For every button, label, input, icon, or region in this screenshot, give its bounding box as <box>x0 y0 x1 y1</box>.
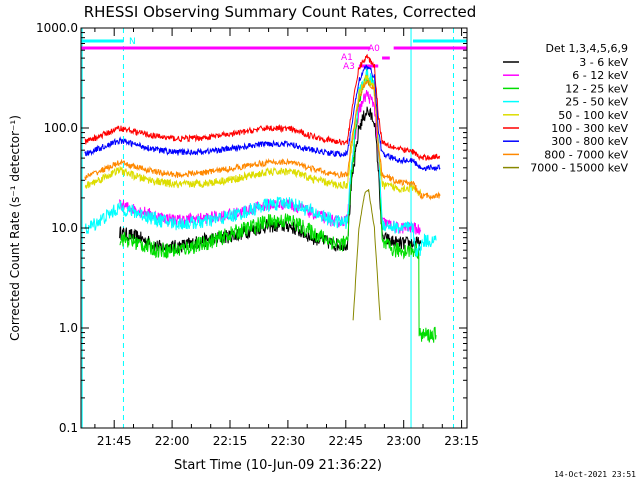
legend-entry: 50 - 100 keV <box>558 109 628 122</box>
attenuator-label-a0: A0 <box>368 44 380 54</box>
legend-entry: 6 - 12 keV <box>572 69 628 82</box>
legend-title: Det 1,3,4,5,6,9 <box>545 42 628 55</box>
attenuator-label-a3: A3 <box>343 62 355 72</box>
y-tick-label: 1.0 <box>59 321 78 335</box>
legend-entry: 7000 - 15000 keV <box>530 162 628 175</box>
legend-entry: 300 - 800 keV <box>551 135 628 148</box>
legend-entry: 100 - 300 keV <box>551 122 628 135</box>
series-line <box>84 64 441 172</box>
series-line <box>84 74 422 197</box>
x-axis-label: Start Time (10-Jun-09 21:36:22) <box>174 458 382 473</box>
x-axis: 21:45 22:00 22:15 22:30 22:45 23:00 23:15 <box>94 28 479 448</box>
y-axis-label: Corrected Count Rate (s⁻¹ detector⁻¹) <box>8 115 22 341</box>
y-axis: 0.1 1.0 10.0 100.0 1000.0 <box>36 21 467 435</box>
series-line <box>119 68 437 343</box>
attenuator-label-a1: A1 <box>341 53 353 63</box>
x-tick-label: 23:15 <box>444 434 479 448</box>
series-line <box>119 106 422 255</box>
legend-entry: 12 - 25 keV <box>565 82 628 95</box>
y-tick-label: 10.0 <box>51 221 78 235</box>
flag-label-n: N <box>129 37 136 47</box>
series-line <box>119 89 422 235</box>
y-tick-label: 1000.0 <box>36 21 78 35</box>
x-tick-label: 22:30 <box>271 434 306 448</box>
x-tick-label: 22:00 <box>155 434 190 448</box>
legend-entry: 3 - 6 keV <box>579 56 628 69</box>
y-tick-label: 0.1 <box>59 421 78 435</box>
legend-entry: 25 - 50 keV <box>565 96 628 109</box>
series-line <box>84 53 441 162</box>
series-line <box>352 189 381 321</box>
series-line <box>84 79 441 201</box>
x-tick-label: 21:45 <box>97 434 132 448</box>
date-stamp: 14-Oct-2021 23:51 <box>554 470 636 479</box>
x-tick-label: 22:15 <box>213 434 248 448</box>
series-layer <box>84 53 441 343</box>
chart-title: RHESSI Observing Summary Count Rates, Co… <box>84 3 477 21</box>
x-tick-label: 22:45 <box>328 434 363 448</box>
y-tick-label: 100.0 <box>44 121 78 135</box>
legend-entry: 800 - 7000 keV <box>544 148 628 161</box>
x-tick-label: 23:00 <box>386 434 421 448</box>
